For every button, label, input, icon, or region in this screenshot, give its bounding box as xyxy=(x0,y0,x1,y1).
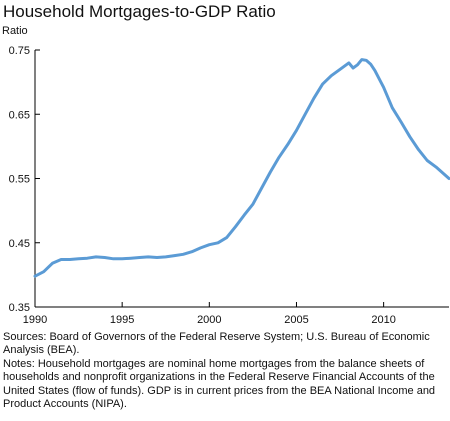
y-tick-label: 0.75 xyxy=(9,45,30,57)
y-axis-label: Ratio xyxy=(2,25,28,37)
x-tick-label: 1990 xyxy=(23,314,47,326)
x-tick-label: 2000 xyxy=(197,314,221,326)
y-tick-label: 0.45 xyxy=(9,238,30,250)
sources-note: Sources: Board of Governors of the Feder… xyxy=(3,331,430,357)
y-tick-label: 0.65 xyxy=(9,109,30,121)
series-line xyxy=(33,58,450,278)
notes-text: Notes: Household mortgages are nominal h… xyxy=(3,358,436,411)
x-tick-label: 2005 xyxy=(284,314,308,326)
x-tick-label: 2010 xyxy=(371,314,395,326)
y-tick-label: 0.55 xyxy=(9,174,30,186)
x-tick-label: 1995 xyxy=(110,314,134,326)
chart-title: Household Mortgages-to-GDP Ratio xyxy=(3,2,276,21)
y-tick-label: 0.35 xyxy=(9,302,30,314)
